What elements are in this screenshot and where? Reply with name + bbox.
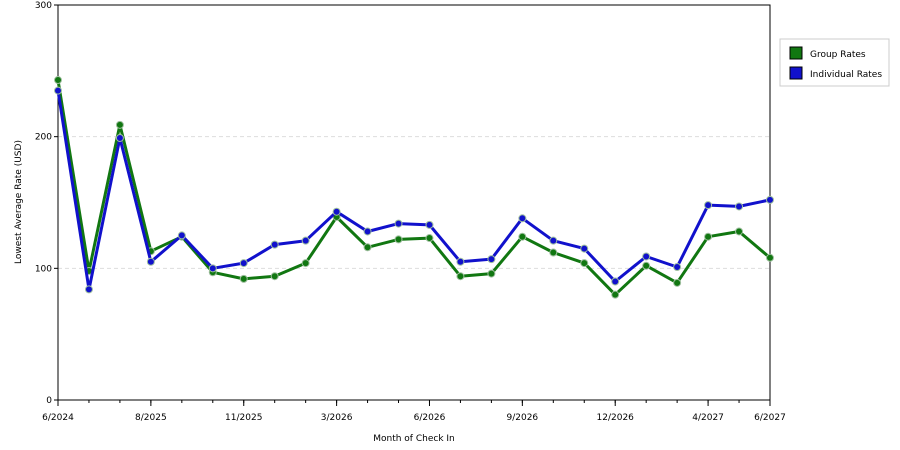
data-point [239, 259, 248, 268]
data-point [270, 272, 279, 281]
data-point [363, 243, 372, 252]
data-point [642, 261, 651, 270]
data-point [425, 234, 434, 243]
data-point [394, 219, 403, 228]
data-point [456, 257, 465, 266]
data-point [704, 232, 713, 241]
y-tick-label: 300 [35, 1, 52, 11]
data-point [54, 86, 62, 95]
x-tick-label: 6/2024 [42, 413, 74, 423]
data-point [518, 232, 527, 241]
data-point [580, 259, 589, 268]
y-tick-label: 200 [35, 133, 52, 143]
x-tick-label: 6/2027 [754, 413, 786, 423]
x-tick-label: 12/2026 [597, 413, 635, 423]
grid-lines [58, 4, 770, 269]
data-point [363, 227, 372, 236]
series-line-1 [56, 90, 771, 291]
data-point [394, 235, 403, 244]
data-point [301, 236, 310, 245]
data-point [580, 244, 589, 253]
data-point [425, 220, 434, 229]
data-point [487, 255, 496, 264]
data-point [115, 120, 124, 129]
data-point [146, 257, 155, 266]
plot-frame [57, 4, 771, 401]
y-tick-label: 0 [46, 396, 52, 406]
legend-label: Group Rates [810, 50, 866, 60]
axes: 0 100 200 300 6/2024 8/2025 11/2025 3/2026 6/202… [35, 1, 786, 423]
data-point [301, 259, 310, 268]
data-point [704, 201, 713, 210]
data-point [766, 195, 774, 204]
data-point [456, 272, 465, 281]
y-tick-label: 100 [35, 264, 52, 274]
data-point [270, 240, 279, 249]
legend-swatch [789, 46, 803, 60]
data-point [549, 236, 558, 245]
x-tick-label: 3/2026 [321, 413, 353, 423]
legend-label: Individual Rates [810, 70, 882, 80]
data-point [766, 253, 774, 262]
data-point [54, 76, 62, 85]
legend-swatch [789, 66, 803, 80]
data-point [332, 207, 341, 216]
x-tick-label: 6/2026 [414, 413, 446, 423]
data-point [735, 202, 744, 211]
data-point [239, 274, 248, 283]
data-point [84, 285, 93, 294]
data-point [611, 277, 620, 286]
data-point [487, 269, 496, 278]
x-tick-label: 4/2027 [692, 413, 724, 423]
x-tick-label: 8/2025 [135, 413, 167, 423]
data-point [549, 248, 558, 257]
data-point [208, 264, 217, 273]
x-tick-label: 11/2025 [225, 413, 262, 423]
legend: Group Rates Individual Rates [779, 38, 890, 87]
data-point [642, 252, 651, 261]
data-point [518, 214, 527, 223]
series-lines [54, 76, 774, 299]
x-axis-title: Month of Check In [373, 434, 455, 444]
x-tick-label: 9/2026 [507, 413, 539, 423]
data-point [673, 278, 682, 287]
data-point [673, 263, 682, 272]
data-point [735, 227, 744, 236]
data-point [611, 290, 620, 299]
data-point [177, 231, 186, 240]
data-point [115, 133, 124, 142]
y-axis-title: Lowest Average Rate (USD) [14, 140, 24, 264]
